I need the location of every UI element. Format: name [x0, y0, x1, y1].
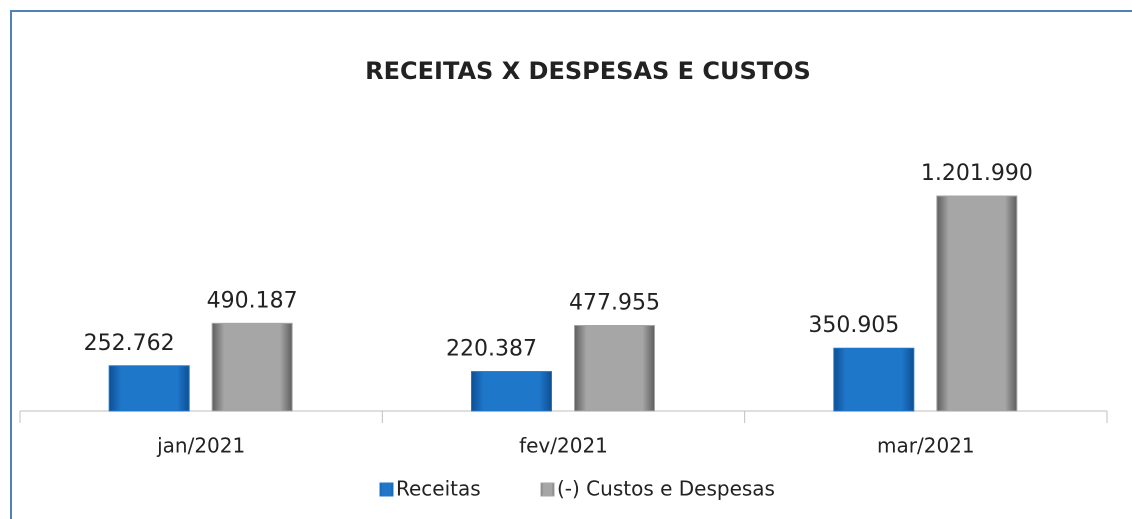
bar	[833, 347, 915, 412]
legend-label: (-) Custos e Despesas	[557, 477, 775, 501]
legend-label: Receitas	[396, 477, 481, 501]
data-label: 1.201.990	[921, 161, 1033, 186]
data-label: 220.387	[446, 337, 537, 362]
frame	[10, 10, 1132, 519]
bar	[108, 365, 190, 412]
x-tick-label: mar/2021	[877, 434, 975, 458]
bar	[211, 322, 293, 412]
data-label: 477.955	[569, 291, 660, 316]
legend-swatch	[540, 482, 555, 497]
x-tick-label: jan/2021	[156, 434, 245, 458]
bar	[471, 371, 552, 412]
bar	[936, 195, 1018, 412]
bar	[574, 325, 655, 412]
data-label: 350.905	[808, 313, 899, 338]
x-tick-label: fev/2021	[519, 434, 608, 458]
legend-swatch	[379, 482, 394, 497]
data-label: 252.762	[84, 331, 175, 356]
data-label: 490.187	[207, 288, 298, 313]
chart-title: RECEITAS X DESPESAS E CUSTOS	[365, 57, 811, 85]
